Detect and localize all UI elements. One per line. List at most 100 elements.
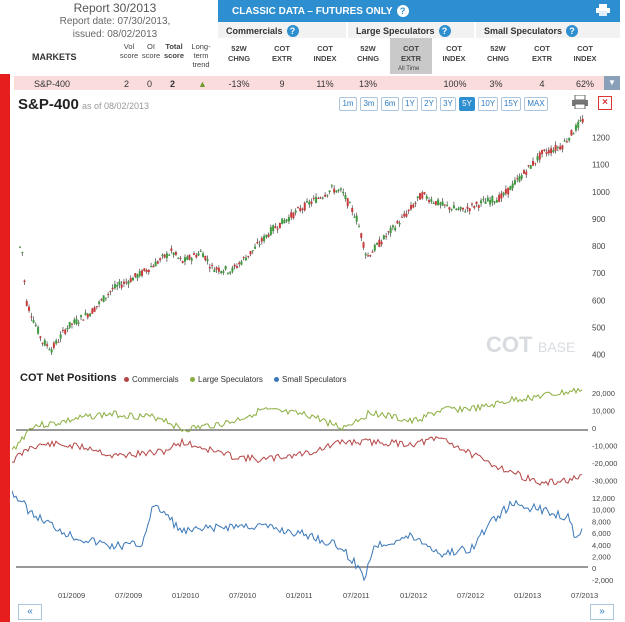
comm-extr-header: COT EXTR [272, 44, 293, 63]
small-extr-value: 4 [539, 79, 545, 89]
date-tick-label: 07/2013 [571, 591, 598, 600]
chart-asof: as of 08/02/2013 [82, 101, 150, 111]
date-tick-label: 07/2009 [115, 591, 142, 600]
large-index-header: COT INDEX [442, 44, 466, 63]
oi-score: 0 [147, 79, 153, 89]
print-icon[interactable] [596, 4, 610, 16]
total-score-header: Total score [163, 42, 184, 60]
price-tick-label: 1000 [592, 188, 610, 197]
commercials-line [12, 435, 583, 487]
price-tick-label: 700 [592, 269, 606, 278]
cot-tick-label: 20,000 [592, 389, 615, 398]
small-chng-header: 52W CHNG [486, 44, 510, 63]
date-tick-label: 01/2009 [58, 591, 85, 600]
group-small-speculators: Small Speculators? [476, 22, 620, 38]
range-1m-button[interactable]: 1m [339, 97, 357, 111]
large-speculators-line [12, 387, 583, 451]
row-dropdown-icon[interactable]: ▼ [604, 76, 620, 90]
vol-score: 2 [124, 79, 130, 89]
legend-small-speculators[interactable]: Small Speculators [274, 375, 346, 384]
report-date: Report date: 07/30/2013, [59, 16, 171, 27]
cot-tick-label: -20,000 [592, 459, 617, 468]
total-score: 2 [170, 79, 176, 89]
comm-chng-header: 52W CHNG [227, 44, 251, 63]
price-tick-label: 900 [592, 215, 606, 224]
classic-data-bar: CLASSIC DATA – FUTURES ONLY? [218, 0, 620, 22]
large-extr-header[interactable]: COT EXTR All Time [390, 38, 432, 74]
classic-data-title: CLASSIC DATA – FUTURES ONLY [232, 6, 393, 17]
vol-score-header: Vol score [119, 42, 139, 60]
report-info: Report 30/2013 Report date: 07/30/2013, … [40, 2, 190, 41]
price-tick-label: 400 [592, 351, 606, 360]
date-tick-label: 01/2010 [172, 591, 199, 600]
range-15y-button[interactable]: 15Y [501, 97, 521, 111]
cot-chart: 20,000 10,000 0 -10,000 -20,000 -30,000 12,000… [12, 387, 617, 600]
watermark-cot: COT [486, 332, 533, 357]
small-index-value: 62% [575, 79, 594, 89]
close-icon[interactable]: × [598, 96, 612, 110]
legend-large-speculators[interactable]: Large Speculators [190, 375, 263, 384]
small-index-header: COT INDEX [573, 44, 597, 63]
large-chng-value: 13% [358, 79, 377, 89]
date-tick-label: 01/2013 [514, 591, 541, 600]
range-2y-button[interactable]: 2Y [421, 97, 437, 111]
date-tick-label: 07/2012 [457, 591, 484, 600]
price-tick-label: 600 [592, 296, 606, 305]
cot-small-tick-label: 2,000 [592, 553, 611, 562]
help-icon[interactable]: ? [438, 25, 451, 37]
market-name[interactable]: S&P-400 [34, 79, 71, 89]
range-3m-button[interactable]: 3m [360, 97, 378, 111]
cot-small-tick-label: 8,000 [592, 517, 611, 526]
price-tick-label: 1100 [592, 161, 610, 170]
chart-title: S&P-400 [18, 96, 79, 113]
group-large-speculators: Large Speculators? [348, 22, 474, 38]
range-5y-button[interactable]: 5Y [459, 97, 475, 111]
cot-small-tick-label: 10,000 [592, 506, 615, 515]
cot-small-tick-label: 4,000 [592, 541, 611, 550]
cot-tick-label: -10,000 [592, 442, 617, 451]
chart-header: S&P-400 [18, 96, 79, 113]
range-6m-button[interactable]: 6m [381, 97, 399, 111]
cot-tick-label: -30,000 [592, 477, 617, 486]
comm-index-header: COT INDEX [313, 44, 337, 63]
range-1y-button[interactable]: 1Y [402, 97, 418, 111]
range-max-button[interactable]: MAX [524, 97, 548, 111]
help-icon[interactable]: ? [566, 25, 579, 37]
help-icon[interactable]: ? [396, 5, 409, 17]
help-icon[interactable]: ? [286, 25, 299, 37]
cot-small-tick-label: -2,000 [592, 576, 613, 585]
cot-small-tick-label: 12,000 [592, 494, 615, 503]
report-issued: issued: 08/02/2013 [72, 29, 158, 40]
next-button[interactable]: » [590, 604, 614, 620]
price-tick-label: 800 [592, 242, 606, 251]
markets-header: MARKETS [32, 52, 77, 62]
small-speculators-line [12, 490, 583, 582]
comm-extr-value: 9 [279, 79, 285, 89]
large-chng-header: 52W CHNG [356, 44, 380, 63]
trend-up-icon: ▲ [198, 79, 207, 89]
large-index-value: 100% [443, 79, 467, 89]
comm-index-value: 11% [316, 79, 334, 89]
cot-small-tick-label: 0 [592, 564, 596, 573]
cot-tick-label: 0 [592, 424, 596, 433]
watermark-base: BASE [538, 339, 575, 355]
cot-tick-label: 10,000 [592, 407, 615, 416]
market-row[interactable] [14, 76, 606, 90]
price-tick-label: 500 [592, 323, 606, 332]
group-commercials: Commercials? [218, 22, 346, 38]
oi-score-header: OI score [141, 42, 161, 60]
trend-header: Long-term trend [191, 42, 211, 69]
small-chng-value: 3% [489, 79, 503, 89]
range-10y-button[interactable]: 10Y [478, 97, 498, 111]
date-tick-label: 07/2011 [343, 591, 370, 600]
small-extr-header: COT EXTR [532, 44, 553, 63]
range-3y-button[interactable]: 3Y [440, 97, 456, 111]
price-chart: 1200 1100 1000 900 800 700 600 500 400 COT BASE [19, 115, 610, 360]
print-chart-icon[interactable] [572, 95, 588, 109]
legend-commercials[interactable]: Commercials [124, 375, 179, 384]
comm-chng-value: -13% [228, 79, 250, 89]
cot-small-tick-label: 6,000 [592, 529, 611, 538]
date-tick-label: 07/2010 [229, 591, 256, 600]
prev-button[interactable]: « [18, 604, 42, 620]
price-tick-label: 1200 [592, 134, 610, 143]
